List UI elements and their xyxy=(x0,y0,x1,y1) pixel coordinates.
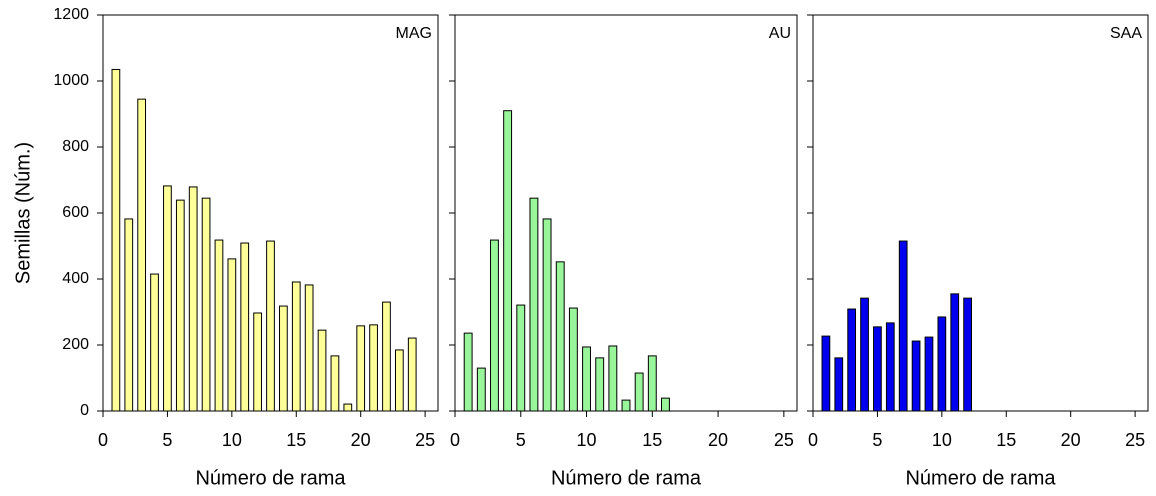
bar xyxy=(568,307,578,412)
x-tick-label: 20 xyxy=(351,430,371,450)
bar xyxy=(304,284,314,412)
bar xyxy=(137,98,147,412)
y-tick-label: 600 xyxy=(62,204,89,221)
bar xyxy=(847,308,857,412)
x-tick-label: 10 xyxy=(577,430,597,450)
bar xyxy=(911,340,921,412)
bar xyxy=(924,336,934,412)
bar xyxy=(175,199,185,412)
bar xyxy=(529,197,539,412)
panel-label: AU xyxy=(769,25,791,42)
bar xyxy=(369,324,378,412)
y-tick-label: 0 xyxy=(80,402,89,419)
x-tick-label: 0 xyxy=(98,430,108,450)
x-tick-label: 5 xyxy=(516,430,526,450)
bar xyxy=(214,239,224,412)
x-tick-label: 5 xyxy=(872,430,882,450)
bar xyxy=(356,325,366,412)
bar xyxy=(382,301,391,412)
x-axis-label: Número de rama xyxy=(905,467,1056,489)
bar xyxy=(407,337,417,412)
bar xyxy=(317,329,327,412)
bar xyxy=(950,293,960,412)
x-tick-label: 15 xyxy=(996,430,1016,450)
y-tick-label: 800 xyxy=(62,138,89,155)
panel-label: MAG xyxy=(396,25,432,42)
x-tick-label: 15 xyxy=(286,430,306,450)
bar xyxy=(343,403,353,412)
panel-label: SAA xyxy=(1110,25,1142,42)
x-tick-label: 15 xyxy=(642,430,662,450)
x-tick-label: 25 xyxy=(774,430,794,450)
bar xyxy=(394,349,404,412)
bar xyxy=(963,297,972,412)
bar xyxy=(555,261,565,412)
bar xyxy=(201,197,211,412)
bar xyxy=(898,240,908,412)
bar xyxy=(582,346,591,412)
bar xyxy=(150,273,159,412)
bar xyxy=(490,239,499,412)
bar xyxy=(885,322,895,412)
bar xyxy=(188,186,198,412)
y-tick-label: 1000 xyxy=(53,72,89,89)
x-tick-label: 5 xyxy=(162,430,172,450)
bar xyxy=(516,304,526,412)
bar xyxy=(330,355,340,412)
bar xyxy=(124,218,134,412)
bar xyxy=(821,335,831,412)
bar xyxy=(595,357,605,412)
y-axis-label: Semillas (Núm.) xyxy=(12,142,34,284)
x-tick-label: 20 xyxy=(708,430,728,450)
x-tick-label: 20 xyxy=(1061,430,1081,450)
bar xyxy=(937,316,947,412)
bar xyxy=(634,372,644,412)
bar xyxy=(227,258,237,412)
y-tick-label: 400 xyxy=(62,270,89,287)
bar xyxy=(111,68,121,412)
bar xyxy=(503,110,513,412)
y-tick-label: 1200 xyxy=(53,6,89,23)
bar xyxy=(163,185,172,412)
x-tick-label: 10 xyxy=(222,430,242,450)
y-tick-label: 200 xyxy=(62,336,89,353)
bar xyxy=(860,297,869,412)
bar xyxy=(661,397,670,412)
bar xyxy=(240,242,250,412)
x-tick-label: 0 xyxy=(450,430,460,450)
x-tick-label: 10 xyxy=(932,430,952,450)
bar xyxy=(266,240,275,412)
x-axis-label: Número de rama xyxy=(195,467,346,489)
x-tick-label: 25 xyxy=(415,430,435,450)
bar xyxy=(608,345,618,412)
bar xyxy=(834,357,844,412)
x-tick-label: 25 xyxy=(1125,430,1145,450)
bar xyxy=(279,305,288,412)
bar xyxy=(542,218,552,412)
bar xyxy=(476,367,486,412)
bar xyxy=(253,312,262,412)
x-axis-label: Número de rama xyxy=(551,467,702,489)
bar xyxy=(621,399,631,412)
x-tick-label: 0 xyxy=(808,430,818,450)
bar xyxy=(291,281,301,412)
bar xyxy=(647,355,657,412)
bar xyxy=(873,326,882,412)
bar xyxy=(463,332,473,412)
